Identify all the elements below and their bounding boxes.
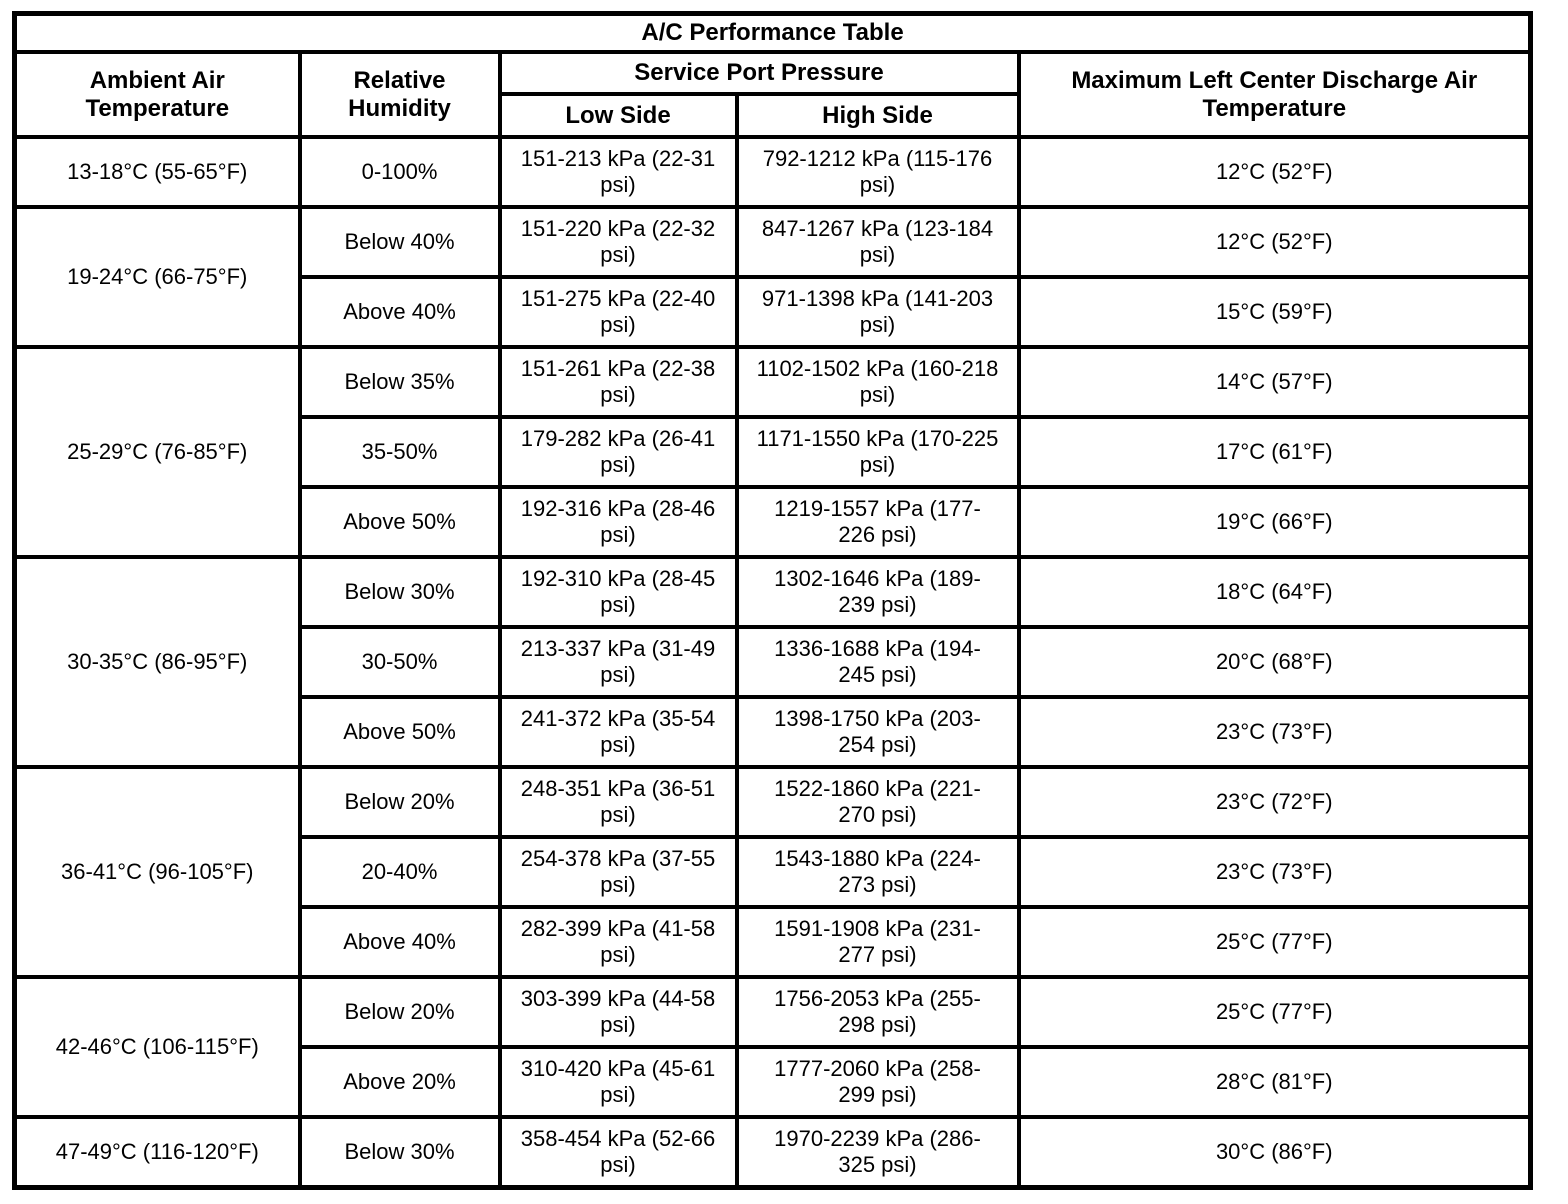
humidity-cell: 20-40% <box>297 835 502 909</box>
high-side-pressure-cell: 1171-1550 kPa (170-225 psi) <box>734 415 1021 489</box>
humidity-cell: Below 35% <box>297 345 502 419</box>
discharge-temp-cell: 20°C (68°F) <box>1016 625 1533 699</box>
column-header-max-discharge-temperature: Maximum Left Center Discharge Air Temper… <box>1016 50 1533 139</box>
document-page: A/C Performance Table Ambient Air Temper… <box>12 11 1534 1190</box>
column-header-ambient-air-temperature: Ambient Air Temperature <box>12 50 302 139</box>
table-row: 36-41°C (96-105°F) Below 20% 248-351 kPa (… <box>12 765 1533 979</box>
table-row: 47-49°C (116-120°F) Below 30% 358-454 kPa … <box>12 1115 1533 1190</box>
ambient-temp-cell: 42-46°C (106-115°F) <box>12 975 302 1119</box>
ambient-temp-cell: 25-29°C (76-85°F) <box>12 345 302 559</box>
column-header-service-port-pressure: Service Port Pressure <box>497 50 1021 96</box>
discharge-temp-cell: 23°C (72°F) <box>1016 765 1533 839</box>
table-title: A/C Performance Table <box>12 11 1533 54</box>
high-side-pressure-cell: 1302-1646 kPa (189-239 psi) <box>734 555 1021 629</box>
humidity-cell: Below 40% <box>297 205 502 279</box>
ambient-temp-cell: 13-18°C (55-65°F) <box>12 135 302 209</box>
low-side-pressure-cell: 358-454 kPa (52-66 psi) <box>497 1115 739 1190</box>
high-side-pressure-cell: 1543-1880 kPa (224-273 psi) <box>734 835 1021 909</box>
header-row-2: Low Side High Side <box>15 92 1531 139</box>
ambient-temp-cell: 19-24°C (66-75°F) <box>12 205 302 349</box>
humidity-cell: 35-50% <box>297 415 502 489</box>
humidity-cell: Above 20% <box>297 1045 502 1119</box>
humidity-cell: Below 30% <box>297 1115 502 1190</box>
low-side-pressure-cell: 282-399 kPa (41-58 psi) <box>497 905 739 979</box>
high-side-pressure-cell: 1522-1860 kPa (221-270 psi) <box>734 765 1021 839</box>
table-row: Above 50% 192-316 kPa (28-46 psi) 1219-155… <box>15 485 1533 559</box>
table-row: 30-35°C (86-95°F) Below 30% 192-310 kPa (2… <box>12 555 1533 769</box>
discharge-temp-cell: 12°C (52°F) <box>1016 135 1533 209</box>
discharge-temp-cell: 17°C (61°F) <box>1016 415 1533 489</box>
ac-performance-table: A/C Performance Table Ambient Air Temper… <box>12 11 1534 1190</box>
high-side-pressure-cell: 1398-1750 kPa (203-254 psi) <box>734 695 1021 769</box>
table-body: 13-18°C (55-65°F) 0-100% 151-213 kPa (22-3… <box>12 135 1533 1190</box>
humidity-cell: Below 30% <box>297 555 502 629</box>
low-side-pressure-cell: 151-213 kPa (22-31 psi) <box>497 135 739 209</box>
high-side-pressure-cell: 1336-1688 kPa (194-245 psi) <box>734 625 1021 699</box>
discharge-temp-cell: 18°C (64°F) <box>1016 555 1533 629</box>
discharge-temp-cell: 25°C (77°F) <box>1016 905 1533 979</box>
humidity-cell: Above 50% <box>297 695 502 769</box>
discharge-temp-cell: 25°C (77°F) <box>1016 975 1533 1049</box>
high-side-pressure-cell: 1219-1557 kPa (177-226 psi) <box>734 485 1021 559</box>
discharge-temp-cell: 23°C (73°F) <box>1016 835 1533 909</box>
low-side-pressure-cell: 192-316 kPa (28-46 psi) <box>497 485 739 559</box>
table-row: Above 20% 310-420 kPa (45-61 psi) 1777-206… <box>15 1045 1533 1119</box>
high-side-pressure-cell: 792-1212 kPa (115-176 psi) <box>734 135 1021 209</box>
table-row: 42-46°C (106-115°F) Below 20% 303-399 kPa … <box>12 975 1533 1119</box>
high-side-pressure-cell: 1756-2053 kPa (255-298 psi) <box>734 975 1021 1049</box>
table-row: Above 40% 151-275 kPa (22-40 psi) 971-1398… <box>15 275 1533 349</box>
humidity-cell: 30-50% <box>297 625 502 699</box>
humidity-cell: 0-100% <box>297 135 502 209</box>
ambient-temp-cell: 36-41°C (96-105°F) <box>12 765 302 979</box>
discharge-temp-cell: 23°C (73°F) <box>1016 695 1533 769</box>
high-side-pressure-cell: 847-1267 kPa (123-184 psi) <box>734 205 1021 279</box>
high-side-pressure-cell: 1777-2060 kPa (258-299 psi) <box>734 1045 1021 1119</box>
column-header-relative-humidity: Relative Humidity <box>297 50 502 139</box>
column-header-low-side: Low Side <box>497 92 739 139</box>
column-header-high-side: High Side <box>734 92 1021 139</box>
table-row: 35-50% 179-282 kPa (26-41 psi) 1171-1550 k… <box>15 415 1533 489</box>
table-row: 19-24°C (66-75°F) Below 40% 151-220 kPa (2… <box>12 205 1533 349</box>
high-side-pressure-cell: 1102-1502 kPa (160-218 psi) <box>734 345 1021 419</box>
discharge-temp-cell: 12°C (52°F) <box>1016 205 1533 279</box>
low-side-pressure-cell: 241-372 kPa (35-54 psi) <box>497 695 739 769</box>
low-side-pressure-cell: 192-310 kPa (28-45 psi) <box>497 555 739 629</box>
low-side-pressure-cell: 151-275 kPa (22-40 psi) <box>497 275 739 349</box>
table-row: Above 50% 241-372 kPa (35-54 psi) 1398-175… <box>15 695 1533 769</box>
high-side-pressure-cell: 1591-1908 kPa (231-277 psi) <box>734 905 1021 979</box>
humidity-cell: Above 40% <box>297 905 502 979</box>
humidity-cell: Below 20% <box>297 975 502 1049</box>
header-row-1: Ambient Air Temperature Relative Humidit… <box>12 50 1533 139</box>
low-side-pressure-cell: 213-337 kPa (31-49 psi) <box>497 625 739 699</box>
table-row: 20-40% 254-378 kPa (37-55 psi) 1543-1880 k… <box>15 835 1533 909</box>
low-side-pressure-cell: 303-399 kPa (44-58 psi) <box>497 975 739 1049</box>
table-row: 30-50% 213-337 kPa (31-49 psi) 1336-1688 k… <box>15 625 1533 699</box>
discharge-temp-cell: 28°C (81°F) <box>1016 1045 1533 1119</box>
discharge-temp-cell: 19°C (66°F) <box>1016 485 1533 559</box>
low-side-pressure-cell: 151-220 kPa (22-32 psi) <box>497 205 739 279</box>
table-row: 25-29°C (76-85°F) Below 35% 151-261 kPa (2… <box>12 345 1533 559</box>
low-side-pressure-cell: 151-261 kPa (22-38 psi) <box>497 345 739 419</box>
table-row: 13-18°C (55-65°F) 0-100% 151-213 kPa (22-3… <box>12 135 1533 209</box>
low-side-pressure-cell: 179-282 kPa (26-41 psi) <box>497 415 739 489</box>
high-side-pressure-cell: 1970-2239 kPa (286-325 psi) <box>734 1115 1021 1190</box>
low-side-pressure-cell: 248-351 kPa (36-51 psi) <box>497 765 739 839</box>
humidity-cell: Below 20% <box>297 765 502 839</box>
low-side-pressure-cell: 254-378 kPa (37-55 psi) <box>497 835 739 909</box>
high-side-pressure-cell: 971-1398 kPa (141-203 psi) <box>734 275 1021 349</box>
discharge-temp-cell: 14°C (57°F) <box>1016 345 1533 419</box>
table-title-row: A/C Performance Table <box>12 11 1533 54</box>
discharge-temp-cell: 30°C (86°F) <box>1016 1115 1533 1190</box>
table-row: Above 40% 282-399 kPa (41-58 psi) 1591-190… <box>15 905 1533 979</box>
discharge-temp-cell: 15°C (59°F) <box>1016 275 1533 349</box>
ambient-temp-cell: 47-49°C (116-120°F) <box>12 1115 302 1190</box>
low-side-pressure-cell: 310-420 kPa (45-61 psi) <box>497 1045 739 1119</box>
ambient-temp-cell: 30-35°C (86-95°F) <box>12 555 302 769</box>
humidity-cell: Above 50% <box>297 485 502 559</box>
humidity-cell: Above 40% <box>297 275 502 349</box>
